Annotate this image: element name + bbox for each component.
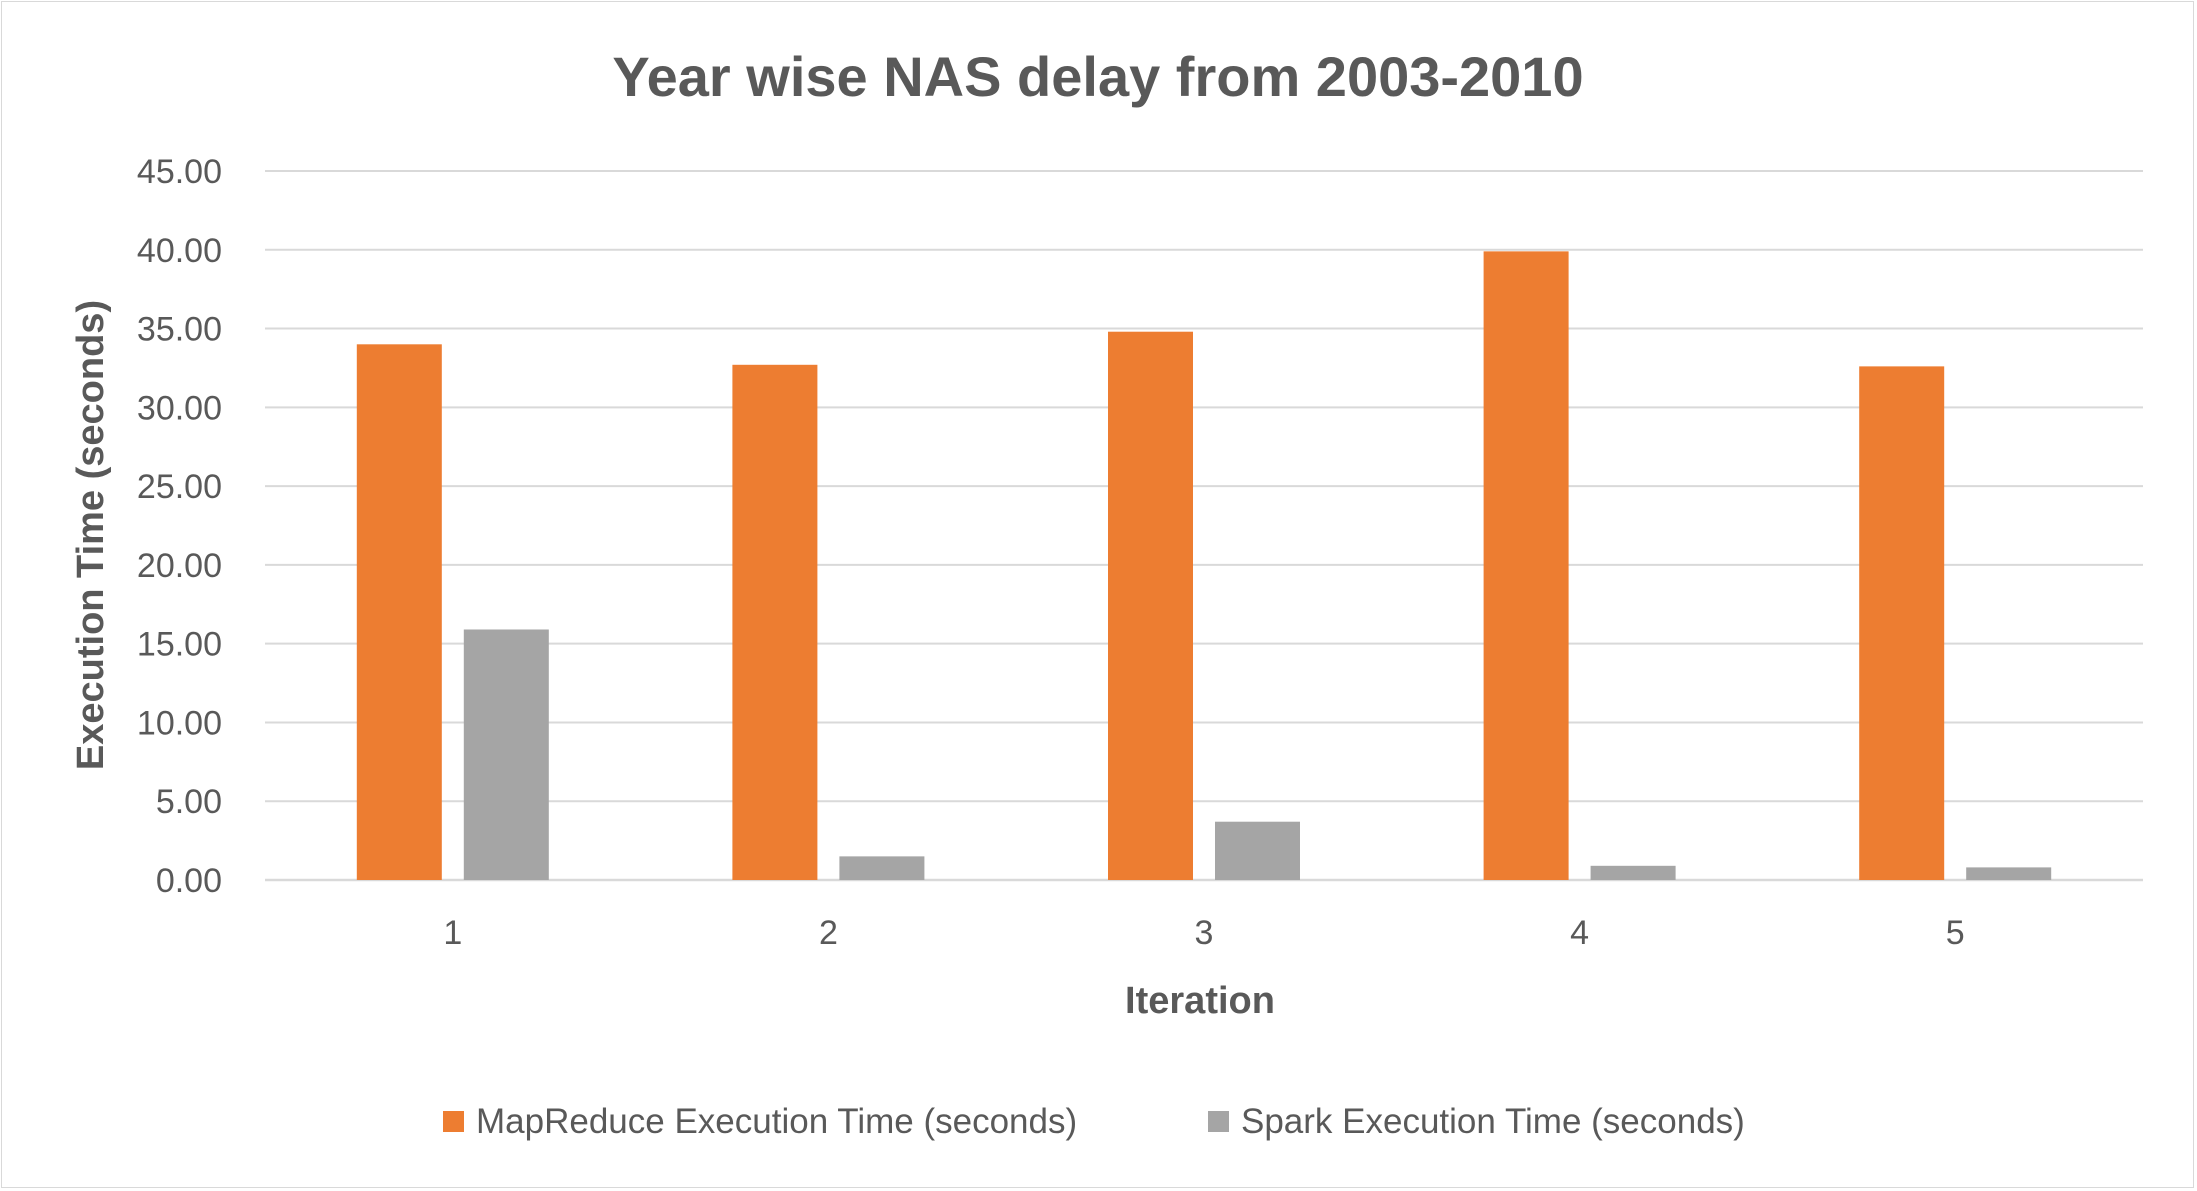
y-axis-title: Execution Time (seconds)	[70, 300, 112, 770]
y-tick-label: 30.00	[137, 389, 222, 427]
legend: MapReduce Execution Time (seconds) Spark …	[443, 1102, 1745, 1141]
bar-spark	[1215, 821, 1300, 880]
bars	[356, 251, 2052, 880]
chart-title: Year wise NAS delay from 2003-2010	[612, 45, 1583, 108]
y-tick-label: 35.00	[137, 311, 222, 349]
legend-swatch	[1208, 1111, 1229, 1132]
y-tick-label: 15.00	[137, 626, 222, 664]
x-tick-label: 2	[819, 914, 838, 952]
bar-spark	[1590, 865, 1676, 880]
bar-mapreduce	[1859, 366, 1945, 880]
bar-spark	[839, 856, 925, 880]
legend-label: Spark Execution Time (seconds)	[1241, 1102, 1745, 1141]
y-tick-label: 5.00	[156, 783, 222, 821]
bar-mapreduce	[1108, 331, 1193, 880]
legend-label: MapReduce Execution Time (seconds)	[476, 1102, 1077, 1141]
bar-spark	[463, 629, 549, 880]
y-tick-label: 20.00	[137, 547, 222, 585]
x-tick-label: 4	[1570, 914, 1589, 952]
legend-swatch	[443, 1111, 464, 1132]
y-tick-label: 10.00	[137, 704, 222, 742]
y-tick-label: 25.00	[137, 468, 222, 506]
bar-spark	[1966, 867, 2052, 880]
bar-mapreduce	[1483, 251, 1569, 880]
x-tick-label: 1	[443, 914, 462, 952]
x-tick-label: 3	[1195, 914, 1214, 952]
y-tick-label: 40.00	[137, 232, 222, 270]
bar-mapreduce	[732, 364, 818, 880]
x-axis-ticks: 1 2 3 4 5	[443, 914, 1964, 952]
bar-mapreduce	[356, 344, 442, 880]
y-tick-label: 45.00	[137, 153, 222, 191]
y-axis-ticks: 0.00 5.00 10.00 15.00 20.00 25.00 30.00 35.00 40…	[137, 153, 222, 900]
x-tick-label: 5	[1946, 914, 1965, 952]
gridlines	[265, 170, 2143, 882]
x-axis-title: Iteration	[1125, 980, 1275, 1022]
y-tick-label: 0.00	[156, 862, 222, 900]
